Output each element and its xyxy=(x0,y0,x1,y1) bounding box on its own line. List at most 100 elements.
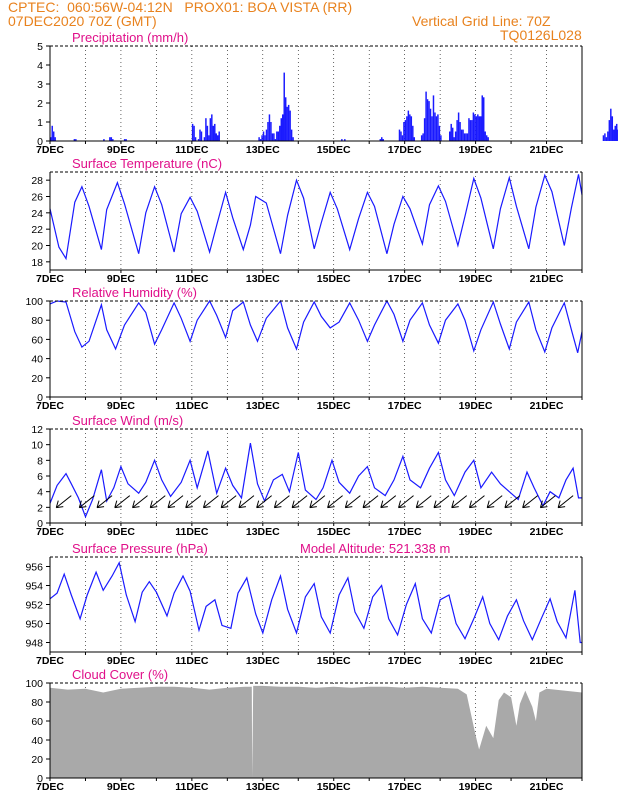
precip-bar xyxy=(431,116,433,141)
precip-bar xyxy=(407,110,410,141)
precip-bar xyxy=(265,129,268,141)
precip-bar xyxy=(103,139,105,141)
rh-ytick-label: 100 xyxy=(25,296,43,308)
press-series-line xyxy=(49,560,582,644)
precip-xtick-label: 11DEC xyxy=(175,144,209,156)
wind-series-line xyxy=(49,442,582,519)
precip-bar xyxy=(403,122,405,141)
cloud-title: Cloud Cover (%) xyxy=(72,667,168,682)
precip-bar xyxy=(608,120,611,141)
temp-panel: Surface Temperature (nC) 18 20 22 24 26 28 7DEC… xyxy=(31,156,583,285)
rh-xtick-label: 17DEC xyxy=(388,400,422,412)
wind-arrow xyxy=(557,495,574,509)
precip-bar xyxy=(428,101,430,141)
precip-bar xyxy=(432,95,435,141)
temp-ytick-label: 28 xyxy=(31,175,43,187)
press-ytick-label: 956 xyxy=(25,562,43,574)
precip-bar xyxy=(440,135,442,141)
cloud-xtick-label: 13DEC xyxy=(246,781,280,793)
precip-bar xyxy=(211,114,213,141)
wind-arrow xyxy=(415,495,432,509)
wind-arrow xyxy=(202,495,219,509)
temp-ytick-label: 24 xyxy=(31,208,43,220)
precip-bar xyxy=(209,118,212,141)
precip-bar xyxy=(610,108,612,141)
wind-ytick-label: 8 xyxy=(37,455,43,467)
precip-xtick-label: 19DEC xyxy=(459,144,493,156)
precip-bar xyxy=(463,133,466,141)
press-xtick-label: 15DEC xyxy=(317,655,351,667)
precip-bar xyxy=(110,137,113,141)
cloud-ytick-label: 20 xyxy=(31,754,43,766)
precip-bar xyxy=(112,139,114,141)
precip-bar xyxy=(406,116,408,141)
wind-ytick-label: 12 xyxy=(31,424,43,436)
precip-bar xyxy=(284,97,287,141)
temp-xtick-label: 13DEC xyxy=(246,273,280,285)
rh-xtick-label: 11DEC xyxy=(175,400,209,412)
temp-xtick-label: 17DEC xyxy=(388,273,422,285)
precip-bar xyxy=(341,139,343,141)
wind-xtick-label: 13DEC xyxy=(246,526,280,538)
rh-ytick-label: 40 xyxy=(31,354,43,366)
precip-bar xyxy=(199,129,201,141)
precip-bar xyxy=(429,108,432,141)
precip-bar xyxy=(270,122,272,141)
precip-bar xyxy=(205,118,207,141)
wind-xtick-label: 21DEC xyxy=(530,526,564,538)
precip-bar xyxy=(268,114,271,141)
precip-bar xyxy=(481,95,483,141)
precip-bar xyxy=(282,114,284,141)
wind-arrow xyxy=(132,495,148,509)
precip-bar xyxy=(344,139,346,141)
press-xtick-label: 9DEC xyxy=(107,655,135,667)
wind-arrow xyxy=(96,495,113,509)
precip-bar xyxy=(206,125,209,141)
temp-ytick-label: 20 xyxy=(31,241,43,253)
wind-xtick-label: 7DEC xyxy=(36,526,64,538)
precip-bar xyxy=(381,137,383,141)
precip-bar xyxy=(477,114,479,141)
precip-bar xyxy=(382,139,384,141)
precip-bar xyxy=(287,104,290,141)
precip-bar xyxy=(487,137,489,141)
press-title: Surface Pressure (hPa) xyxy=(72,541,208,556)
temp-series-line xyxy=(49,173,583,261)
precip-bar xyxy=(423,118,426,141)
precip-bar xyxy=(258,137,260,141)
header-grid-line-note: Vertical Grid Line: 70Z xyxy=(412,13,551,29)
precip-bar xyxy=(273,133,275,141)
precip-bar xyxy=(54,137,56,141)
cloud-ytick-label: 80 xyxy=(31,697,43,709)
cloud-xtick-label: 21DEC xyxy=(530,781,564,793)
precip-bar xyxy=(469,120,472,141)
temp-xtick-label: 7DEC xyxy=(36,273,64,285)
wind-arrow xyxy=(291,495,308,509)
wind-ytick-label: 0 xyxy=(37,518,43,530)
precip-bar xyxy=(52,131,55,141)
rh-ytick-label: 80 xyxy=(31,315,43,327)
wind-arrow xyxy=(451,495,468,509)
precip-bar xyxy=(435,116,438,141)
rh-ytick-label: 0 xyxy=(37,392,43,404)
precip-bar xyxy=(485,135,488,141)
precip-bar xyxy=(613,129,615,141)
wind-arrow xyxy=(78,495,95,509)
precip-bar xyxy=(478,116,481,141)
wind-xtick-label: 19DEC xyxy=(459,526,493,538)
press-xtick-label: 7DEC xyxy=(36,655,64,667)
cloud-panel: Cloud Cover (%) 0 20 40 60 80 100 7DEC 9DEC 11DEC… xyxy=(25,667,583,793)
rh-ytick-label: 60 xyxy=(31,334,43,346)
wind-arrow xyxy=(433,495,450,509)
precip-bar xyxy=(451,127,454,141)
wind-arrow xyxy=(398,495,414,509)
temp-xtick-label: 15DEC xyxy=(317,273,351,285)
precip-bar xyxy=(271,133,274,141)
wind-arrow xyxy=(539,495,556,509)
precip-bar xyxy=(286,106,288,141)
precip-bar xyxy=(215,133,217,141)
precip-bar xyxy=(194,137,197,141)
precip-bar xyxy=(475,116,478,141)
wind-arrow xyxy=(149,495,166,509)
precip-bar xyxy=(484,131,486,141)
